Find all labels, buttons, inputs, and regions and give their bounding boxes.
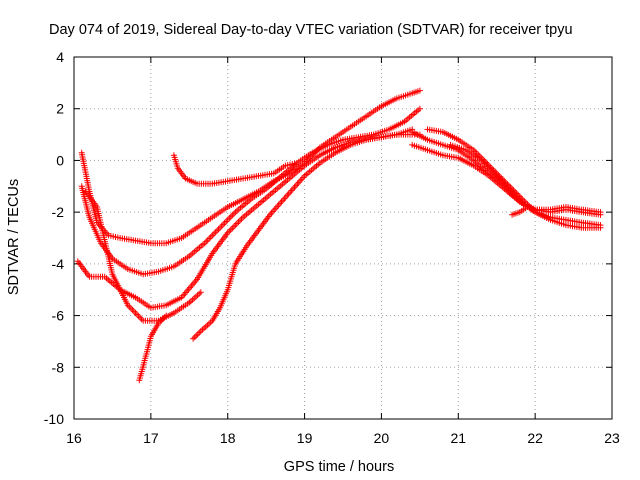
x-tick-label: 21 bbox=[450, 430, 466, 446]
x-tick-label: 18 bbox=[220, 430, 236, 446]
x-tick-label: 23 bbox=[604, 430, 620, 446]
y-tick-label: -6 bbox=[52, 308, 65, 324]
y-tick-label: 0 bbox=[56, 152, 64, 168]
series-track-4 bbox=[74, 126, 416, 311]
y-tick-label: 4 bbox=[56, 49, 64, 65]
data-markers bbox=[78, 105, 423, 278]
chart-title: Day 074 of 2019, Sidereal Day-to-day VTE… bbox=[49, 22, 573, 38]
y-tick-label: -4 bbox=[52, 256, 65, 272]
data-markers bbox=[447, 141, 604, 216]
x-axis-label: GPS time / hours bbox=[284, 459, 394, 475]
x-tick-label: 17 bbox=[143, 430, 159, 446]
series-track-1 bbox=[170, 152, 300, 187]
axis-ticks: 16 17 18 19 20 21 22 23 -10 -8 -6 -4 -2 0 2 4 bbox=[44, 49, 620, 446]
plot-frame bbox=[73, 56, 613, 420]
x-tick-label: 19 bbox=[297, 430, 313, 446]
y-tick-label: -8 bbox=[52, 359, 65, 375]
x-tick-label: 16 bbox=[66, 430, 82, 446]
data-points bbox=[74, 87, 604, 384]
data-markers bbox=[190, 131, 423, 342]
x-tick-label: 20 bbox=[374, 430, 390, 446]
series-track-6 bbox=[190, 131, 423, 342]
series-track-11 bbox=[447, 141, 604, 216]
y-tick-label: -2 bbox=[52, 204, 65, 220]
data-markers bbox=[136, 312, 170, 384]
data-markers bbox=[509, 204, 531, 218]
data-markers bbox=[74, 126, 416, 311]
x-tick-label: 22 bbox=[527, 430, 543, 446]
series-track-3 bbox=[78, 105, 423, 278]
y-tick-label: 2 bbox=[56, 101, 64, 117]
series-track-7 bbox=[136, 312, 170, 384]
data-markers bbox=[78, 87, 423, 247]
series-track-12 bbox=[509, 204, 531, 218]
grid bbox=[74, 57, 612, 419]
series-track-2 bbox=[78, 87, 423, 247]
y-axis-label: SDTVAR / TECUs bbox=[6, 179, 22, 295]
y-tick-label: -10 bbox=[44, 411, 64, 427]
data-markers bbox=[170, 152, 300, 187]
